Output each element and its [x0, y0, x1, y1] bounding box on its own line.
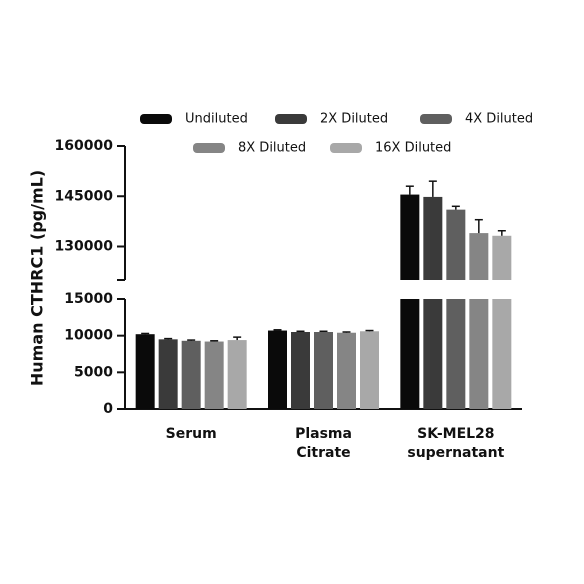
y-tick-label: 10000 — [64, 328, 113, 344]
x-tick-label: Serum — [166, 426, 217, 442]
y-tick-label: 160000 — [55, 138, 114, 154]
legend-swatch — [275, 114, 307, 124]
bar — [337, 332, 356, 409]
bar — [423, 196, 443, 280]
y-axis-label: Human CTHRC1 (pg/mL) — [28, 170, 47, 386]
legend-swatch — [330, 143, 362, 153]
legend-label: 8X Diluted — [238, 141, 306, 156]
y-tick-label: 130000 — [55, 239, 114, 255]
bar — [158, 339, 178, 409]
bar — [135, 334, 155, 409]
bar — [400, 194, 420, 280]
x-tick-label: SK-MEL28 — [417, 426, 494, 442]
y-tick-label: 5000 — [74, 364, 113, 380]
legend-swatch — [193, 143, 225, 153]
bar — [268, 330, 287, 409]
x-tick-label: Plasma — [295, 426, 352, 442]
bar — [446, 299, 466, 409]
bar — [291, 332, 310, 409]
y-tick-label: 15000 — [64, 291, 113, 307]
bar — [469, 233, 489, 280]
y-tick-label: 145000 — [55, 188, 114, 204]
legend-swatch — [140, 114, 172, 124]
x-tick-label: supernatant — [407, 445, 504, 461]
bar — [204, 341, 224, 409]
bar — [469, 299, 489, 409]
legend-label: 16X Diluted — [375, 141, 451, 156]
bar — [181, 340, 201, 409]
bar — [446, 209, 466, 280]
bar — [400, 299, 420, 409]
bar — [227, 340, 247, 409]
bar — [360, 331, 379, 409]
bar — [492, 299, 512, 409]
x-tick-label: Citrate — [296, 445, 350, 461]
legend-label: 2X Diluted — [320, 112, 388, 127]
bar — [492, 235, 512, 280]
legend-label: 4X Diluted — [465, 112, 533, 127]
legend-label: Undiluted — [185, 112, 248, 127]
y-tick-label: 0 — [103, 401, 113, 417]
bar — [314, 332, 333, 409]
bar — [423, 299, 443, 409]
legend-swatch — [420, 114, 452, 124]
